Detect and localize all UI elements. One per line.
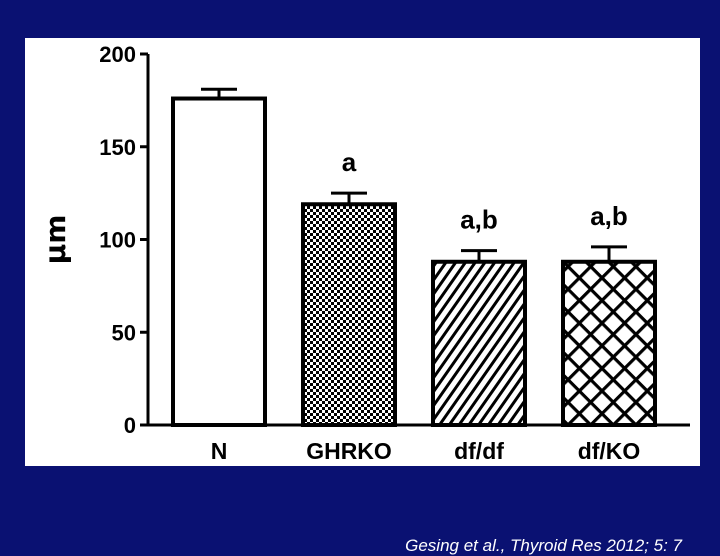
y-tick-label: 100 bbox=[99, 228, 136, 253]
x-category-label: df/KO bbox=[578, 438, 641, 464]
bar-df-ko bbox=[561, 259, 657, 427]
bar-chart: 0 50 100 150 200 μm Na GHRKO a,b df/df a,b df/KO bbox=[39, 42, 690, 464]
y-tick-label: 200 bbox=[99, 42, 136, 67]
y-axis: 0 50 100 150 200 μm bbox=[39, 42, 690, 438]
x-category-label: GHRKO bbox=[306, 438, 392, 464]
bar-ghrko bbox=[301, 202, 397, 427]
y-tick-label: 150 bbox=[99, 135, 136, 160]
citation-text: Gesing et al., Thyroid Res 2012; 5: 7 bbox=[405, 536, 682, 555]
bar-df-df bbox=[431, 259, 527, 427]
bar-annotation: a,b bbox=[590, 201, 628, 231]
bar-annotation: a,b bbox=[460, 205, 498, 235]
bar-n bbox=[171, 96, 267, 428]
y-tick-label: 50 bbox=[112, 320, 136, 345]
labels: Na GHRKO a,b df/df a,b df/KO bbox=[211, 147, 641, 464]
y-tick-label: 0 bbox=[124, 413, 136, 438]
y-axis-label: μm bbox=[39, 215, 72, 265]
x-category-label: df/df bbox=[454, 438, 504, 464]
bar-annotation: a bbox=[342, 147, 357, 177]
bars bbox=[171, 87, 657, 428]
x-category-label: N bbox=[211, 438, 228, 464]
